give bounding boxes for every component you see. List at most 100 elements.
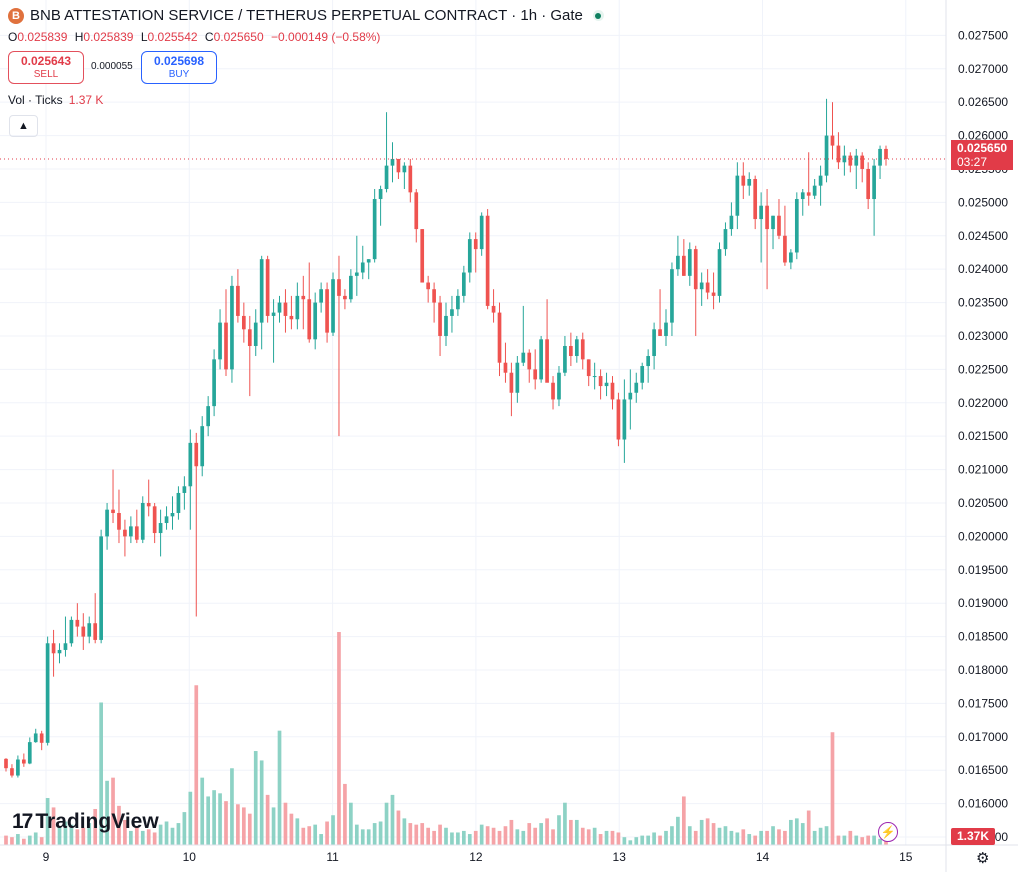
candle-body bbox=[152, 506, 157, 534]
time-axis[interactable]: 9 10 11 12 13 14 15 bbox=[43, 850, 913, 864]
volume-bar bbox=[93, 808, 98, 845]
candle-body bbox=[390, 158, 395, 166]
collapse-legend-button[interactable]: ▲ bbox=[9, 115, 38, 137]
time-tick-label: 10 bbox=[183, 850, 197, 864]
candle bbox=[307, 262, 312, 343]
candle-body bbox=[372, 199, 377, 260]
gear-icon[interactable]: ⚙ bbox=[976, 850, 990, 867]
candle-body bbox=[164, 516, 169, 524]
spread-value: 0.000055 bbox=[91, 61, 133, 72]
candle bbox=[289, 295, 294, 330]
volume-bar bbox=[747, 834, 752, 845]
volume-bar bbox=[111, 777, 115, 845]
volume-bar bbox=[783, 830, 787, 845]
candle bbox=[521, 305, 526, 367]
volume-bar bbox=[390, 794, 395, 845]
change-value: −0.000149 (−0.58%) bbox=[271, 30, 381, 44]
volume-bar bbox=[200, 777, 205, 845]
volume-bar bbox=[789, 819, 793, 845]
candle-body bbox=[45, 643, 50, 743]
volume-bar bbox=[402, 818, 407, 845]
volume-bar bbox=[866, 835, 871, 845]
candle bbox=[539, 335, 543, 383]
symbol-title[interactable]: BNB ATTESTATION SERVICE / TETHERUS PERPE… bbox=[30, 7, 583, 24]
sell-button[interactable]: 0.025643 SELL bbox=[8, 51, 84, 84]
candle-body bbox=[247, 329, 252, 346]
candle-body bbox=[140, 502, 145, 540]
candle-body bbox=[836, 145, 841, 163]
tradingview-logo[interactable]: 17 TradingView bbox=[12, 810, 159, 834]
candle bbox=[557, 366, 561, 407]
candle bbox=[818, 165, 823, 206]
volume-bar bbox=[313, 824, 318, 845]
volume-bar bbox=[253, 751, 258, 845]
volume-bar bbox=[479, 824, 484, 845]
volume-bar bbox=[491, 827, 496, 845]
candle-body bbox=[741, 175, 746, 186]
candle bbox=[545, 299, 549, 383]
candle-body bbox=[105, 509, 109, 537]
lightning-icon[interactable]: ⚡ bbox=[878, 822, 898, 842]
candle-body bbox=[224, 322, 228, 370]
candle-body bbox=[51, 643, 56, 654]
candle bbox=[509, 362, 514, 417]
candle-body bbox=[117, 513, 121, 530]
candle-body bbox=[598, 376, 603, 387]
candle bbox=[812, 178, 817, 200]
candle bbox=[27, 737, 32, 765]
volume-bar bbox=[99, 702, 103, 845]
candle-body bbox=[212, 359, 216, 407]
candle-body bbox=[884, 148, 888, 159]
candle bbox=[461, 265, 466, 303]
candle bbox=[580, 332, 585, 370]
candle bbox=[366, 259, 371, 280]
candle-body bbox=[610, 382, 615, 400]
candle bbox=[283, 289, 288, 333]
candle-body bbox=[693, 249, 698, 290]
high-label: H bbox=[74, 30, 84, 44]
tradingview-mark-icon: 17 bbox=[12, 810, 33, 833]
candle bbox=[10, 764, 14, 778]
candle bbox=[717, 242, 722, 303]
candle-body bbox=[705, 282, 710, 293]
candle-body bbox=[699, 282, 704, 290]
candle bbox=[563, 335, 567, 377]
candle-body bbox=[194, 442, 199, 467]
candle-body bbox=[27, 742, 32, 764]
volume-bar bbox=[426, 827, 431, 845]
volume-bar bbox=[521, 830, 526, 845]
candle-body bbox=[545, 339, 549, 383]
price-axis[interactable]: 0.0275000.0270000.0265000.0260000.025500… bbox=[958, 28, 1008, 844]
candle-body bbox=[366, 259, 371, 263]
volume-bar bbox=[176, 823, 181, 845]
candle-body bbox=[111, 509, 115, 514]
volume-bar bbox=[63, 821, 68, 845]
volume-legend[interactable]: Vol · Ticks 1.37 K bbox=[8, 93, 103, 107]
symbol-header[interactable]: B BNB ATTESTATION SERVICE / TETHERUS PER… bbox=[8, 7, 604, 24]
buy-button[interactable]: 0.025698 BUY bbox=[141, 51, 217, 84]
candle bbox=[295, 282, 300, 330]
candle-body bbox=[521, 352, 526, 363]
candle-body bbox=[771, 215, 775, 230]
market-status-icon[interactable] bbox=[592, 10, 604, 21]
candle bbox=[574, 335, 579, 363]
candle-body bbox=[747, 178, 752, 186]
candle-body bbox=[491, 305, 496, 313]
candle bbox=[604, 372, 609, 397]
candle-body bbox=[354, 272, 359, 276]
price-tick-label: 0.020000 bbox=[958, 529, 1008, 543]
candle-body bbox=[628, 392, 633, 400]
candlesticks bbox=[4, 98, 888, 778]
volume-bar bbox=[676, 816, 680, 845]
volume-bar bbox=[360, 829, 365, 845]
volume-bar bbox=[735, 832, 740, 845]
candle-body bbox=[860, 155, 865, 169]
volume-bar bbox=[45, 798, 50, 845]
volume-bar bbox=[604, 830, 609, 845]
volume-bar bbox=[687, 826, 692, 845]
candle-body bbox=[676, 255, 680, 270]
buy-label: BUY bbox=[168, 69, 190, 80]
candle-body bbox=[872, 165, 876, 200]
volume-bar bbox=[658, 835, 662, 845]
